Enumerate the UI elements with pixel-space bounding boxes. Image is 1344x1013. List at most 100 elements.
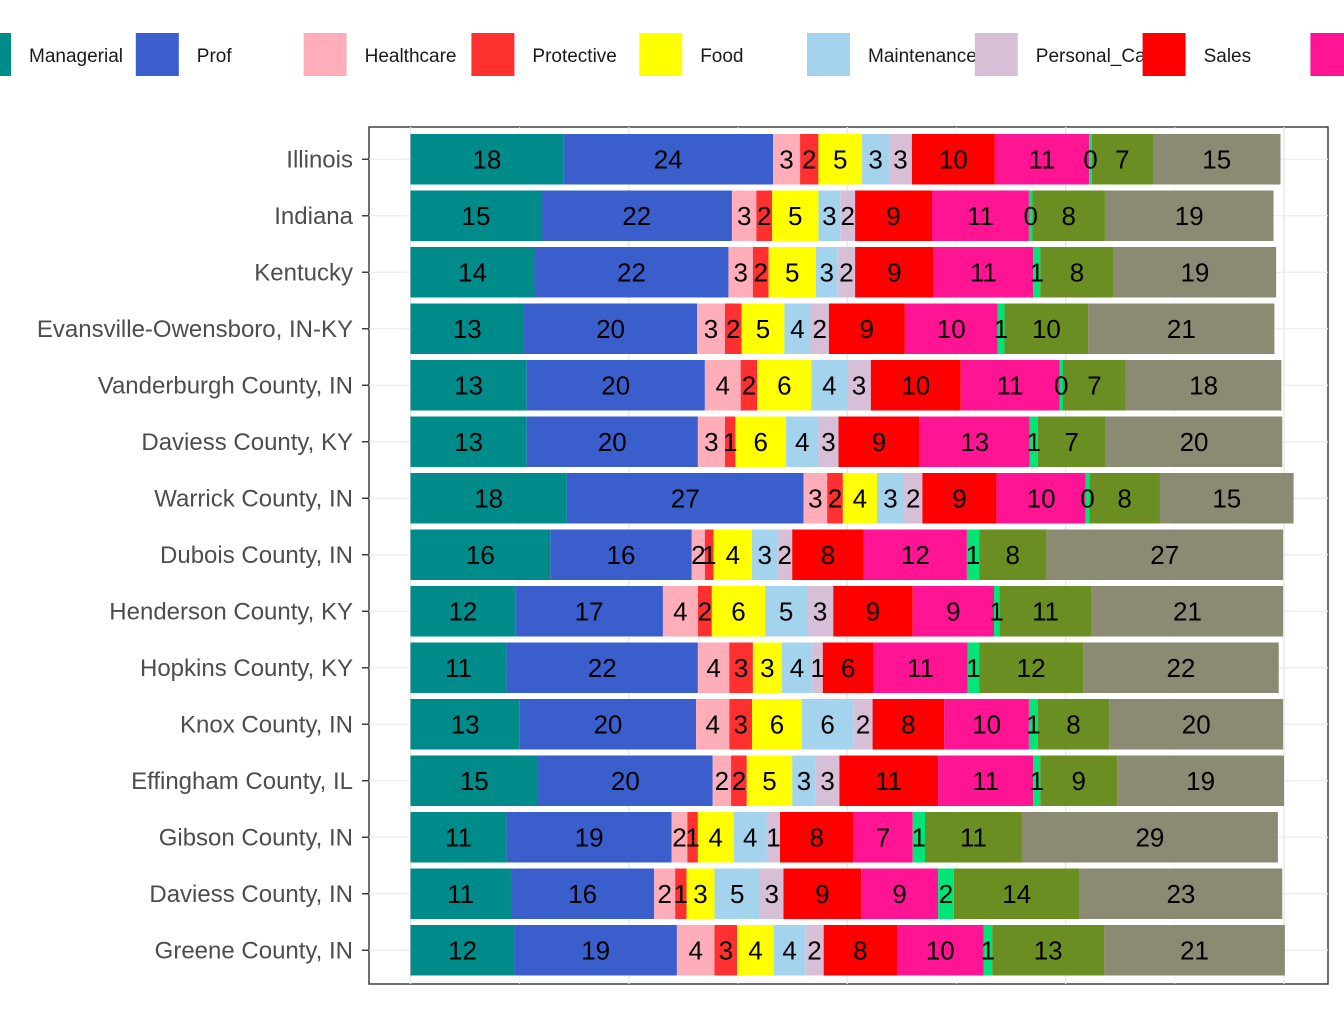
bar-segment-sales xyxy=(792,529,864,580)
bar-value-label: 10 xyxy=(901,370,930,400)
bar-value-label: 2 xyxy=(657,879,671,909)
bar-value-label: 3 xyxy=(733,709,747,739)
bar-segment-managerial xyxy=(410,755,539,806)
bar-segment-prof xyxy=(506,642,698,693)
bar-value-label: 9 xyxy=(946,596,960,626)
legend-label: Sales xyxy=(1204,46,1252,67)
bar-value-label: 11 xyxy=(907,653,934,683)
bar-segment-healthcare xyxy=(662,586,698,637)
bar-value-label: 4 xyxy=(790,314,804,344)
bar-value-label: 6 xyxy=(841,653,855,683)
bar-segment-healthcare xyxy=(691,529,705,580)
legend-swatch xyxy=(1142,33,1186,76)
bar-value-label: 2 xyxy=(856,709,870,739)
bar-segment-personal-care xyxy=(847,360,871,411)
bar-segment-food xyxy=(686,868,715,919)
bar-segment-sales xyxy=(779,812,854,863)
bar-segment-food xyxy=(713,529,753,580)
bar-value-label: 15 xyxy=(462,201,491,231)
bar-segment-managerial xyxy=(410,360,527,411)
bar-segment-production xyxy=(1083,642,1279,693)
bar-segment-prof xyxy=(515,586,663,637)
bar-value-label: 12 xyxy=(448,935,477,965)
bar-value-label: 6 xyxy=(754,427,768,457)
bar-segment-maintenance xyxy=(781,642,813,693)
bar-segment-healthcare xyxy=(731,190,757,241)
bar-row-dubois-county-in xyxy=(410,529,1284,580)
bar-segment-prof xyxy=(534,247,729,298)
bar-value-label: 13 xyxy=(453,314,482,344)
bar-segment-construction xyxy=(1089,473,1160,524)
bar-segment-farming xyxy=(912,812,925,863)
bar-value-label: 11 xyxy=(960,822,987,852)
bar-segment-managerial xyxy=(410,416,527,467)
bar-value-label: 9 xyxy=(886,201,900,231)
bar-value-label: 13 xyxy=(454,427,483,457)
bar-segment-managerial xyxy=(410,699,520,750)
bar-value-label: 2 xyxy=(840,201,854,231)
bar-segment-managerial xyxy=(410,642,507,693)
legend-swatch xyxy=(807,33,850,76)
bar-segment-protective xyxy=(714,925,738,976)
bar-value-label: 22 xyxy=(617,257,646,287)
bar-value-label: 1 xyxy=(685,822,699,852)
bar-value-label: 3 xyxy=(820,766,834,796)
bar-value-label: 10 xyxy=(937,314,966,344)
bar-value-label: 8 xyxy=(1117,483,1131,513)
bar-value-label: 4 xyxy=(822,370,836,400)
bar-segment-healthcare xyxy=(697,303,725,354)
bar-value-label: 11 xyxy=(967,201,994,231)
bar-segment-prof xyxy=(550,529,692,580)
bar-segment-food xyxy=(752,699,802,750)
bar-value-label: 11 xyxy=(1032,596,1059,626)
bar-segment-farming xyxy=(1089,134,1092,185)
bar-value-label: 13 xyxy=(960,427,989,457)
bar-segment-food xyxy=(737,925,774,976)
bar-value-label: 11 xyxy=(997,370,1024,400)
bar-segment-personal-care xyxy=(840,190,856,241)
bar-value-label: 4 xyxy=(716,370,730,400)
bar-segment-food xyxy=(772,190,819,241)
bar-value-label: 7 xyxy=(1087,370,1101,400)
bar-segment-construction xyxy=(1037,699,1110,750)
bar-value-label: 3 xyxy=(797,766,811,796)
legend-swatch xyxy=(639,33,683,76)
bar-segment-maintenance xyxy=(876,473,905,524)
bar-segment-protective xyxy=(697,586,712,637)
bar-value-label: 3 xyxy=(893,144,907,174)
bar-segment-food xyxy=(768,247,816,298)
bar-segment-production xyxy=(1152,134,1281,185)
bar-value-label: 20 xyxy=(596,314,625,344)
legend-swatch xyxy=(471,33,515,76)
bar-segment-food xyxy=(752,642,782,693)
bar-segment-farming xyxy=(967,642,980,693)
bar-segment-construction xyxy=(979,529,1047,580)
y-axis-tick-label: Gibson County, IN xyxy=(159,824,353,851)
bar-value-label: 3 xyxy=(757,540,771,570)
legend-item-healthcare: Healthcare xyxy=(303,33,456,76)
bar-segment-construction xyxy=(924,812,1022,863)
bar-value-label: 1 xyxy=(966,653,980,683)
bar-segment-sales xyxy=(872,699,945,750)
bar-segment-protective xyxy=(827,473,843,524)
bar-value-label: 8 xyxy=(1006,540,1020,570)
bar-row-henderson-county-ky xyxy=(410,586,1284,637)
bar-value-label: 19 xyxy=(575,822,604,852)
legend-label: Maintenance xyxy=(868,46,977,67)
bar-segment-healthcare xyxy=(654,868,676,919)
bar-value-label: 18 xyxy=(474,483,503,513)
bar-value-label: 0 xyxy=(1080,483,1094,513)
bar-value-label: 2 xyxy=(754,257,768,287)
bar-segment-prof xyxy=(519,699,697,750)
bar-segment-maintenance xyxy=(752,529,778,580)
bar-segment-office xyxy=(904,303,998,354)
bar-segment-prof xyxy=(514,925,677,976)
bar-value-label: 2 xyxy=(691,540,705,570)
bar-value-label: 7 xyxy=(1065,427,1079,457)
bar-value-label: 8 xyxy=(1070,257,1084,287)
bar-segment-construction xyxy=(1004,303,1089,354)
bar-segment-office xyxy=(938,755,1034,806)
bar-value-label: 11 xyxy=(972,766,999,796)
